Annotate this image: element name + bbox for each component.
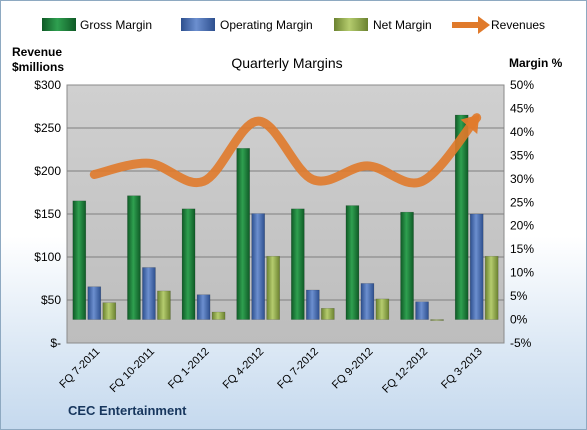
legend-swatch-gross-margin: [42, 18, 76, 31]
bar-operating-margin: [415, 301, 429, 320]
legend-swatch-operating-margin: [181, 18, 215, 31]
left-axis-ticks: $- $50 $100 $150 $200 $250 $300: [34, 78, 61, 350]
bar-net-margin: [375, 298, 390, 320]
left-tick-label: $250: [34, 121, 61, 135]
bar-net-margin: [211, 311, 226, 320]
bar-gross-margin: [72, 200, 87, 320]
legend-arrow-icon: [478, 16, 490, 34]
x-tick-label: FQ 3-2013: [439, 346, 485, 392]
legend-item-net-margin: Net Margin: [334, 18, 432, 32]
left-tick-label: $150: [34, 207, 61, 221]
bar-net-margin: [157, 290, 171, 320]
legend-label-operating-margin: Operating Margin: [220, 18, 313, 32]
x-tick-label: FQ 4-2012: [221, 346, 267, 392]
x-tick-label: FQ 9-2012: [330, 346, 376, 392]
bar-operating-margin: [251, 213, 265, 320]
bar-net-margin: [102, 302, 117, 320]
bar-gross-margin: [400, 211, 414, 320]
left-tick-label: $300: [34, 78, 61, 92]
legend-item-revenues: Revenues: [452, 16, 545, 34]
x-tick-label: FQ 7-2011: [57, 346, 102, 391]
bar-net-margin: [321, 308, 335, 320]
legend-item-gross-margin: Gross Margin: [42, 18, 152, 32]
legend: Gross Margin Operating Margin Net Margin…: [42, 16, 545, 34]
bar-operating-margin: [469, 213, 484, 320]
right-axis-ticks: -5% 0% 5% 10% 15% 20% 25% 30% 35% 40% 45% 50%: [510, 78, 534, 350]
bar-net-margin: [430, 319, 444, 321]
revenues-arrow-icon: [460, 114, 480, 134]
legend-label-net-margin: Net Margin: [373, 18, 432, 32]
right-tick-label: 35%: [510, 148, 534, 162]
bar-gross-margin: [345, 205, 360, 320]
bar-operating-margin: [196, 294, 211, 320]
legend-label-revenues: Revenues: [491, 18, 545, 32]
right-axis-title: Margin %: [509, 56, 563, 70]
left-tick-label: $50: [41, 293, 61, 307]
right-tick-label: 50%: [510, 78, 534, 92]
right-tick-label: 10%: [510, 266, 534, 280]
left-axis-title-line2: $millions: [12, 60, 64, 74]
right-tick-label: 0%: [510, 313, 528, 327]
bar-operating-margin: [142, 267, 156, 320]
legend-swatch-net-margin: [334, 18, 368, 31]
right-tick-label: 30%: [510, 172, 534, 186]
chart-title: Quarterly Margins: [231, 55, 342, 71]
left-tick-label: $200: [34, 164, 61, 178]
right-tick-label: 15%: [510, 242, 534, 256]
left-tick-label: $100: [34, 250, 61, 264]
bar-gross-margin: [454, 114, 469, 320]
right-tick-label: -5%: [510, 336, 532, 350]
legend-label-gross-margin: Gross Margin: [80, 18, 152, 32]
x-tick-label: FQ 10-2011: [108, 346, 157, 395]
bar-gross-margin: [236, 148, 250, 320]
bars: [72, 114, 499, 321]
left-tick-label: $-: [50, 336, 61, 350]
x-tick-label: FQ 7-2012: [275, 346, 321, 392]
bar-operating-margin: [306, 289, 320, 320]
right-tick-label: 20%: [510, 219, 534, 233]
left-axis-title-line1: Revenue: [12, 45, 62, 59]
bar-gross-margin: [291, 208, 305, 320]
right-tick-label: 45%: [510, 101, 534, 115]
bar-gross-margin: [127, 195, 141, 320]
bar-net-margin: [484, 255, 499, 320]
right-tick-label: 40%: [510, 125, 534, 139]
revenues-line-path: [89, 113, 482, 188]
bar-gross-margin: [181, 208, 196, 320]
bar-operating-margin: [360, 283, 375, 320]
bar-net-margin: [266, 255, 280, 320]
right-tick-label: 25%: [510, 195, 534, 209]
x-tick-label: FQ 12-2012: [380, 346, 430, 396]
bar-operating-margin: [87, 286, 102, 320]
source-label: CEC Entertainment: [68, 403, 187, 418]
revenues-line: [89, 113, 482, 188]
legend-item-operating-margin: Operating Margin: [181, 18, 313, 32]
x-axis-ticks: FQ 7-2011 FQ 10-2011 FQ 1-2012 FQ 4-2012 FQ …: [57, 346, 484, 396]
right-tick-label: 5%: [510, 289, 528, 303]
x-tick-label: FQ 1-2012: [166, 346, 212, 392]
